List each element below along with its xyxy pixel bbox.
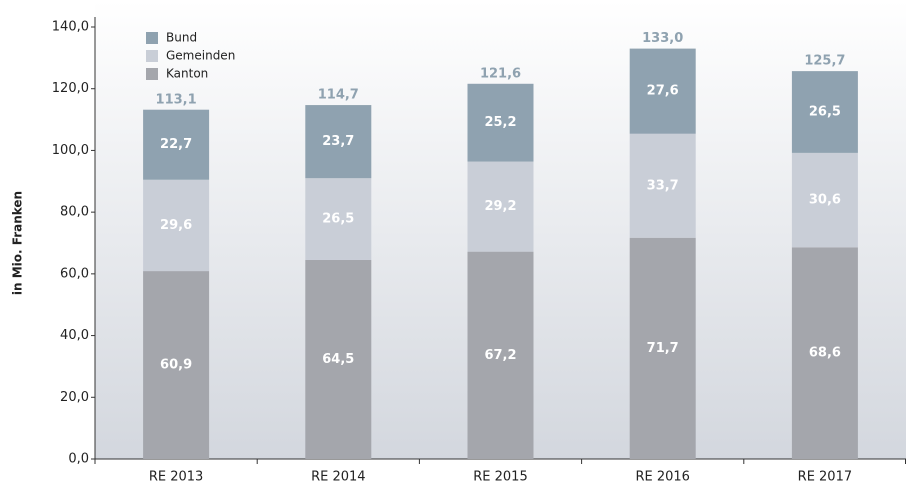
y-tick-label: 40,0 [60,328,89,343]
x-tick-label: RE 2017 [798,470,852,485]
y-tick-label: 0,0 [68,452,89,467]
bar-segment [143,179,210,272]
bar-segment [791,152,858,248]
total-label: 113,1 [156,93,197,108]
value-label: 29,2 [484,199,516,214]
y-tick-label: 20,0 [60,390,89,405]
y-axis-label: in Mio. Franken [11,191,25,295]
bar-segment [629,237,696,459]
legend-swatch [146,32,158,44]
total-label: 114,7 [318,88,359,103]
x-tick-label: RE 2013 [149,470,203,485]
value-label: 60,9 [160,358,192,373]
value-label: 27,6 [647,84,679,99]
value-label: 68,6 [809,346,841,361]
total-label: 125,7 [804,54,845,69]
value-label: 26,5 [322,212,354,227]
bar-segment [467,83,534,162]
bar-segment [629,133,696,238]
y-tick-label: 60,0 [60,266,89,281]
y-tick-label: 140,0 [52,20,89,35]
bar-segment [467,251,534,459]
bar-segment [143,109,210,180]
legend-label: Gemeinden [166,49,235,63]
legend-label: Bund [166,31,197,45]
y-tick-label: 120,0 [52,81,89,96]
value-label: 67,2 [484,348,516,363]
bar-segment [305,178,372,260]
value-label: 22,7 [160,137,192,152]
bar-segment [305,105,372,179]
bar-segment [791,71,858,153]
legend-label: Kanton [166,67,208,81]
bar-segment [143,271,210,459]
total-label: 133,0 [642,31,683,46]
legend-swatch [146,68,158,80]
legend-swatch [146,50,158,62]
value-label: 64,5 [322,352,354,367]
total-label: 121,6 [480,66,521,81]
value-label: 29,6 [160,218,192,233]
value-label: 30,6 [809,193,841,208]
bar-segment [467,161,534,252]
bar-segment [305,259,372,459]
bar-segment [791,247,858,459]
value-label: 33,7 [647,178,679,193]
x-tick-label: RE 2016 [635,470,689,485]
value-label: 23,7 [322,134,354,149]
value-label: 26,5 [809,105,841,120]
x-tick-label: RE 2015 [473,470,527,485]
y-tick-label: 80,0 [60,205,89,220]
bar-segment [629,48,696,134]
value-label: 71,7 [647,341,679,356]
x-tick-label: RE 2014 [311,470,365,485]
y-tick-label: 100,0 [52,143,89,158]
value-label: 25,2 [484,115,516,130]
